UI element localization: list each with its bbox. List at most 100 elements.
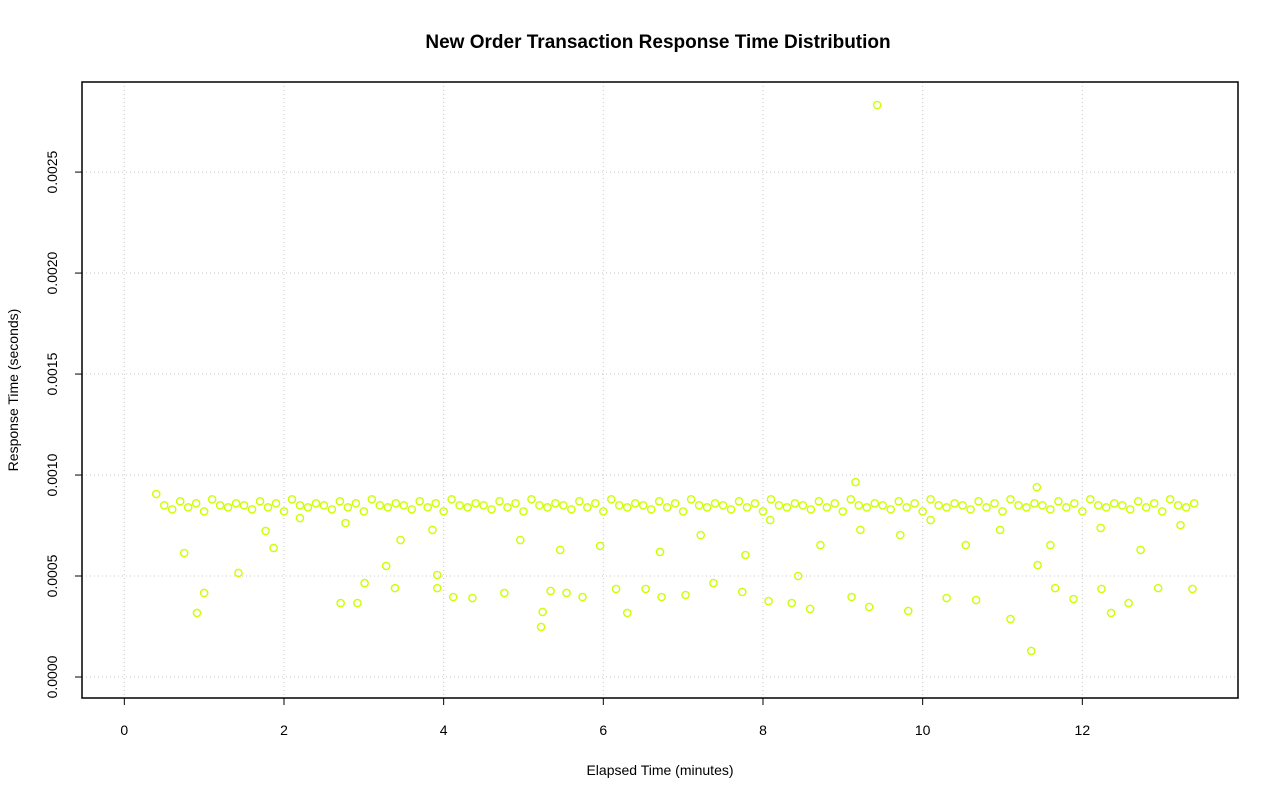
point bbox=[179, 548, 189, 558]
point bbox=[670, 499, 680, 508]
point bbox=[295, 501, 305, 510]
x-tick-label: 8 bbox=[759, 722, 767, 738]
point bbox=[381, 561, 391, 571]
point bbox=[903, 606, 913, 616]
point bbox=[1133, 496, 1143, 506]
point bbox=[351, 499, 361, 508]
point bbox=[1038, 501, 1047, 510]
point bbox=[926, 494, 935, 504]
point bbox=[1006, 614, 1015, 624]
point bbox=[183, 503, 193, 512]
point bbox=[862, 503, 872, 512]
point bbox=[231, 499, 241, 508]
y-tick-label: 0.0005 bbox=[44, 554, 60, 597]
point bbox=[872, 100, 882, 110]
point bbox=[611, 584, 621, 594]
point bbox=[1096, 523, 1105, 533]
point bbox=[646, 505, 656, 514]
point bbox=[838, 507, 848, 516]
point bbox=[448, 592, 458, 602]
point bbox=[396, 535, 405, 545]
point bbox=[864, 602, 874, 612]
point bbox=[1125, 505, 1135, 514]
point bbox=[718, 501, 728, 510]
point bbox=[741, 550, 750, 560]
point bbox=[607, 494, 616, 504]
point bbox=[159, 501, 169, 510]
point bbox=[359, 507, 369, 516]
point bbox=[982, 503, 991, 512]
point bbox=[511, 499, 520, 508]
point bbox=[686, 494, 696, 504]
point bbox=[846, 494, 856, 504]
point bbox=[271, 499, 281, 508]
point bbox=[1030, 499, 1039, 508]
point bbox=[894, 496, 904, 506]
point bbox=[998, 507, 1007, 516]
point bbox=[303, 503, 313, 512]
point bbox=[726, 505, 736, 514]
point bbox=[207, 494, 217, 504]
point bbox=[1124, 598, 1133, 608]
point bbox=[151, 489, 161, 499]
point bbox=[709, 578, 718, 588]
point bbox=[327, 505, 337, 514]
x-tick-label: 4 bbox=[440, 722, 448, 738]
point bbox=[942, 593, 951, 603]
point bbox=[1188, 584, 1197, 594]
point bbox=[578, 592, 587, 602]
x-tick-label: 2 bbox=[280, 722, 288, 738]
point bbox=[961, 540, 971, 550]
point bbox=[1069, 594, 1078, 604]
point bbox=[830, 499, 840, 508]
point bbox=[595, 541, 605, 551]
point bbox=[375, 501, 385, 510]
point bbox=[555, 545, 565, 555]
point bbox=[974, 496, 983, 506]
point bbox=[192, 608, 202, 618]
point bbox=[1149, 499, 1159, 508]
point bbox=[758, 507, 768, 516]
point bbox=[734, 496, 744, 506]
point bbox=[678, 507, 688, 516]
point bbox=[1176, 520, 1185, 530]
point bbox=[798, 501, 808, 510]
point bbox=[737, 587, 747, 597]
point bbox=[1078, 507, 1087, 516]
point bbox=[774, 501, 784, 510]
y-tick-label: 0.0000 bbox=[44, 655, 60, 698]
point bbox=[215, 501, 225, 510]
point bbox=[500, 588, 509, 598]
point bbox=[1032, 482, 1042, 492]
point bbox=[694, 501, 704, 510]
point bbox=[1157, 507, 1167, 516]
chart-title: New Order Transaction Response Time Dist… bbox=[425, 32, 890, 53]
point bbox=[503, 503, 512, 512]
point bbox=[681, 590, 690, 600]
x-tick-label: 6 bbox=[599, 722, 607, 738]
point bbox=[1109, 499, 1119, 508]
point bbox=[591, 499, 600, 508]
point bbox=[487, 505, 496, 514]
point bbox=[191, 499, 201, 508]
point bbox=[335, 496, 345, 506]
point bbox=[199, 588, 209, 598]
point bbox=[1106, 608, 1116, 618]
point bbox=[966, 505, 975, 514]
point bbox=[1165, 494, 1175, 504]
point bbox=[471, 499, 480, 508]
point bbox=[764, 596, 773, 606]
point bbox=[1153, 583, 1163, 593]
point bbox=[341, 518, 350, 528]
point bbox=[562, 588, 571, 598]
point bbox=[599, 507, 608, 516]
point bbox=[742, 503, 752, 512]
y-tick-label: 0.0025 bbox=[44, 150, 60, 193]
point bbox=[269, 543, 278, 553]
point bbox=[1046, 540, 1055, 550]
point bbox=[662, 503, 672, 512]
point bbox=[311, 499, 321, 508]
point bbox=[1093, 501, 1103, 510]
y-tick-label: 0.0010 bbox=[44, 453, 60, 496]
point bbox=[432, 570, 442, 580]
